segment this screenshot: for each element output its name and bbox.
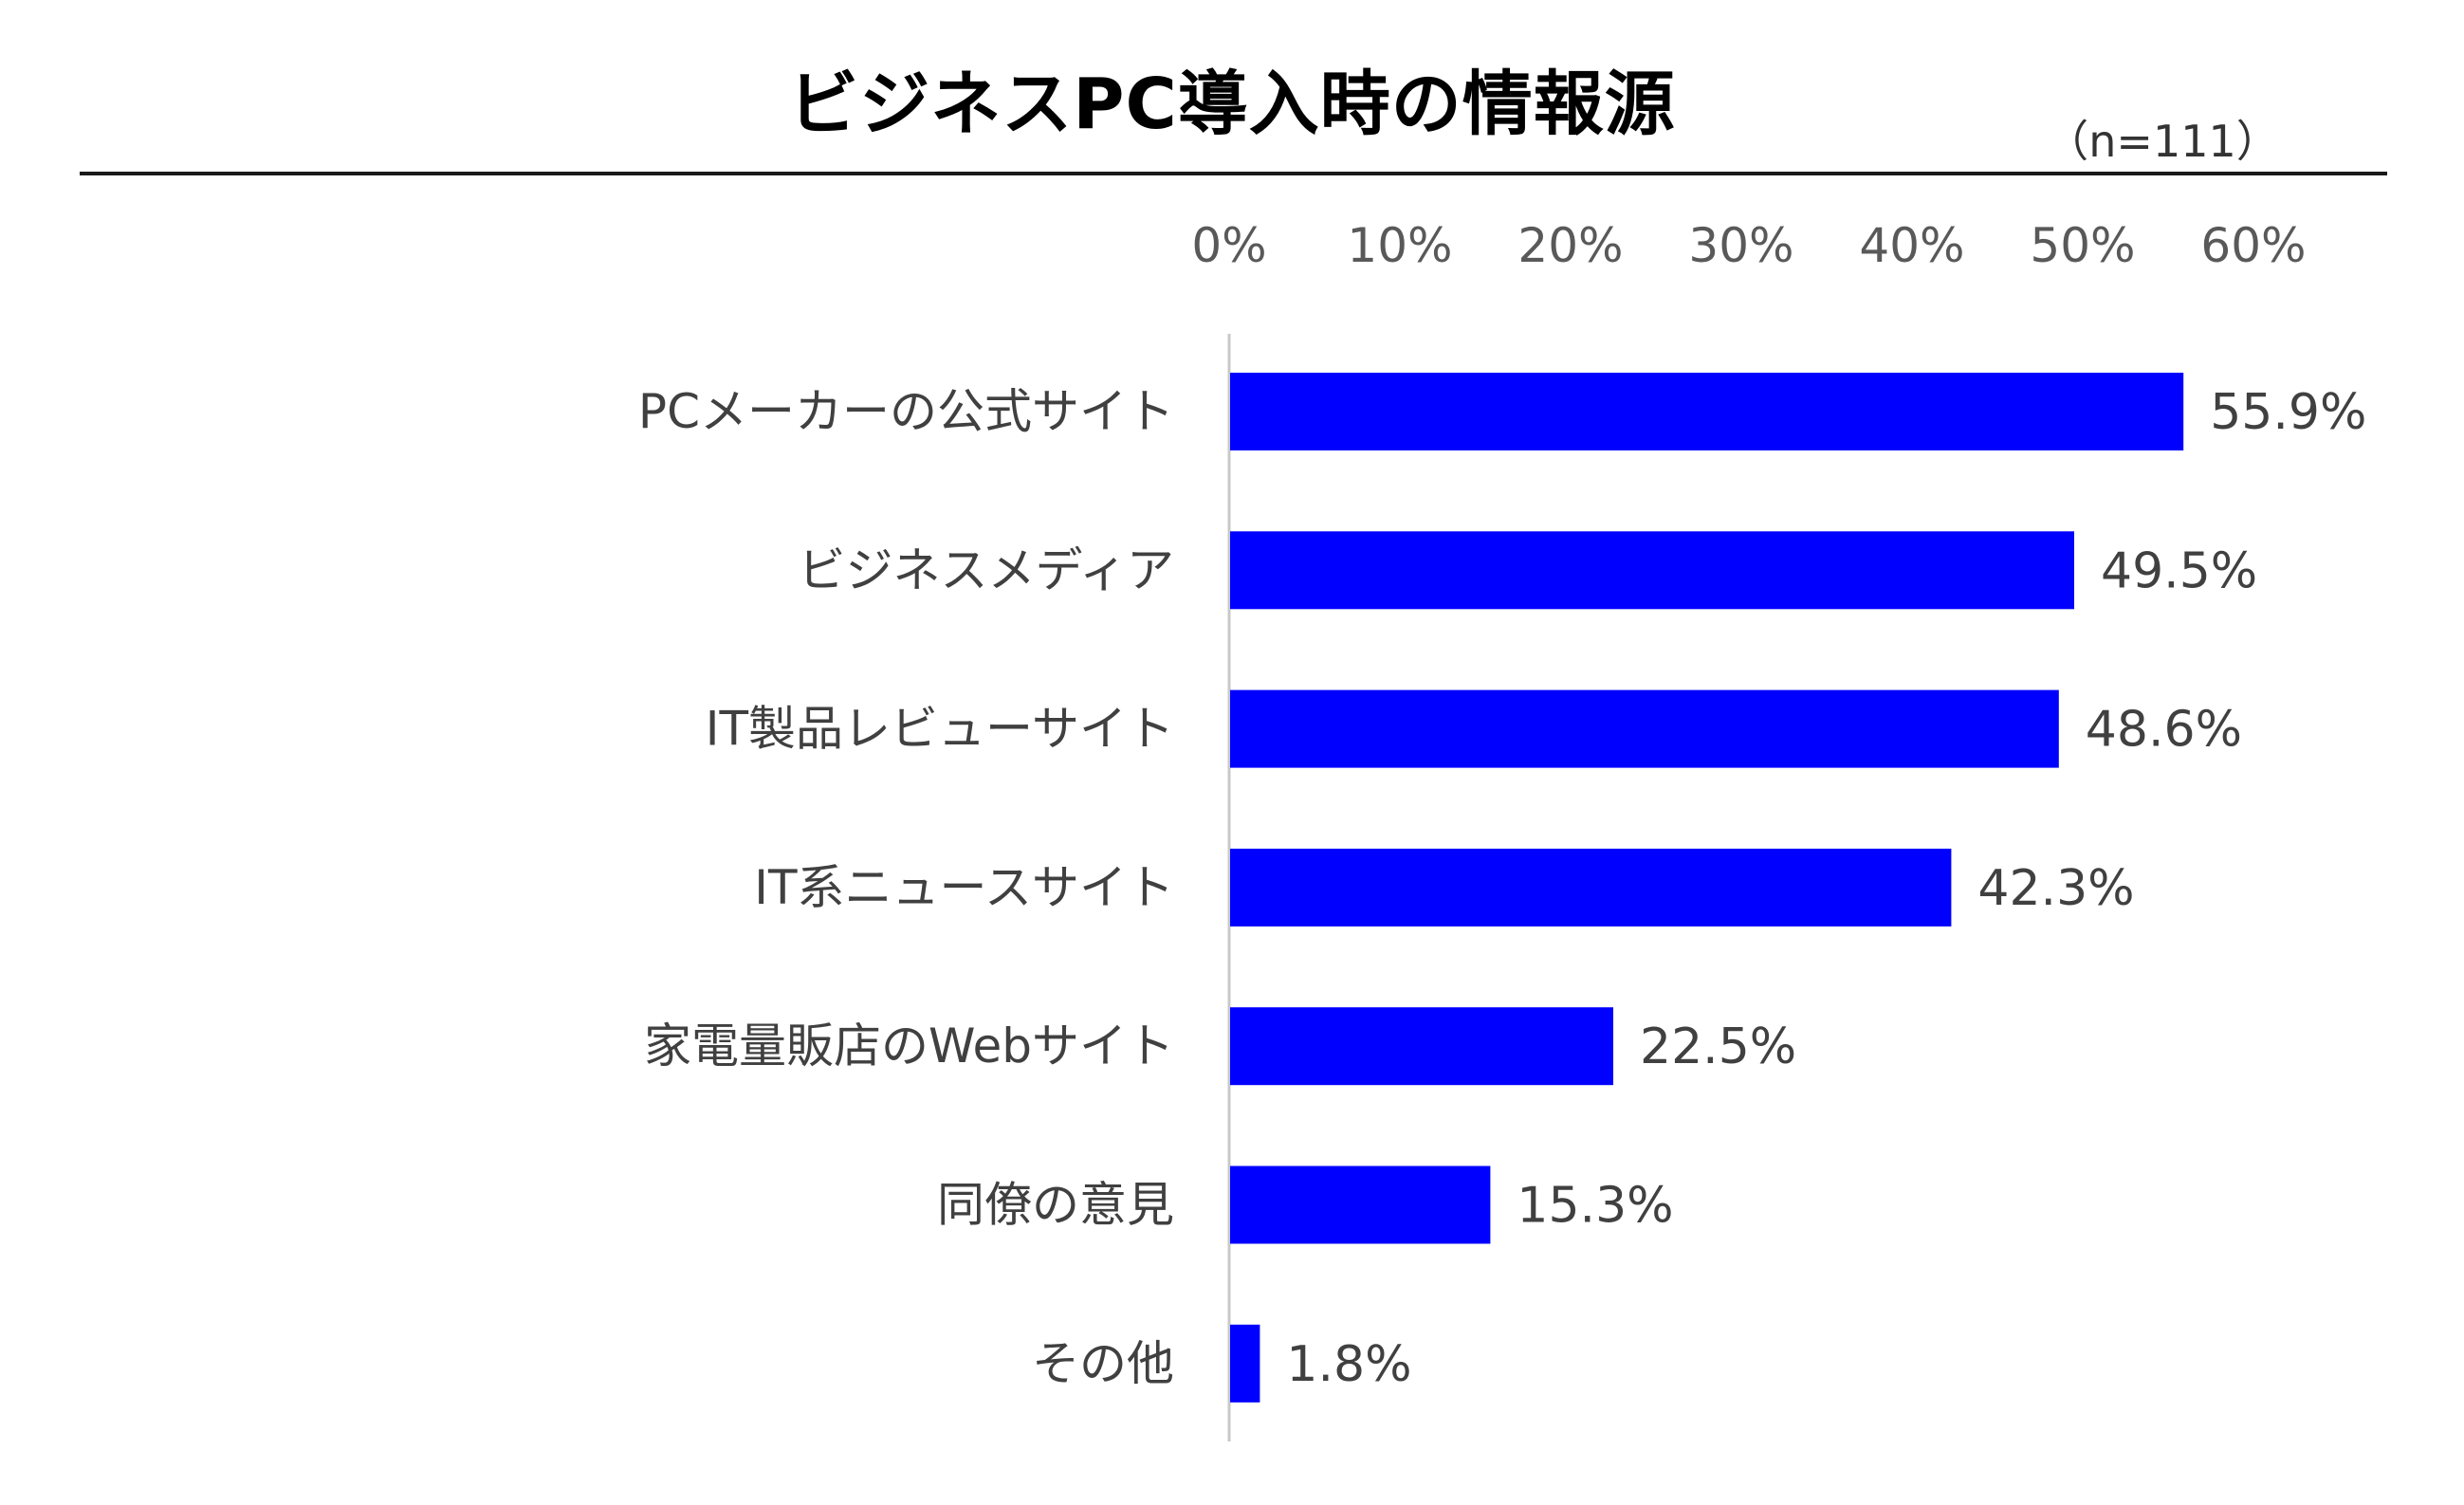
title-divider bbox=[80, 172, 2387, 175]
data-label: 22.5% bbox=[1640, 1019, 1796, 1075]
x-tick-label: 50% bbox=[2030, 218, 2135, 273]
category-label: IT系ニュースサイト bbox=[754, 860, 1174, 915]
x-tick-label: 30% bbox=[1688, 218, 1793, 273]
data-label: 48.6% bbox=[2086, 702, 2242, 759]
x-tick-label: 60% bbox=[2200, 218, 2306, 273]
data-label: 55.9% bbox=[2210, 384, 2366, 441]
chart-title: ビジネスPC導入時の情報源 bbox=[788, 64, 1676, 145]
data-label: 15.3% bbox=[1517, 1178, 1673, 1235]
category-label: その他 bbox=[1032, 1336, 1174, 1391]
category-label: 同僚の意見 bbox=[937, 1178, 1174, 1233]
bar bbox=[1230, 1007, 1613, 1086]
sample-size-label: （n=111） bbox=[2045, 116, 2280, 167]
x-tick-label: 20% bbox=[1517, 218, 1623, 273]
category-label: ビジネスメディア bbox=[799, 542, 1175, 597]
data-label: 49.5% bbox=[2101, 542, 2257, 599]
bar bbox=[1230, 373, 2184, 450]
category-label: PCメーカーの公式サイト bbox=[638, 384, 1174, 439]
data-label: 1.8% bbox=[1286, 1336, 1411, 1393]
bar bbox=[1230, 531, 2074, 610]
x-tick-label: 0% bbox=[1191, 218, 1266, 273]
category-label: IT製品レビューサイト bbox=[706, 702, 1174, 757]
x-tick-label: 10% bbox=[1347, 218, 1452, 273]
bar bbox=[1230, 1165, 1491, 1244]
category-label: 家電量販店のWebサイト bbox=[644, 1019, 1174, 1074]
bar bbox=[1230, 1324, 1260, 1403]
bar bbox=[1230, 689, 2059, 768]
data-label: 42.3% bbox=[1977, 860, 2134, 917]
x-tick-label: 40% bbox=[1859, 218, 1964, 273]
bar bbox=[1230, 848, 1952, 927]
